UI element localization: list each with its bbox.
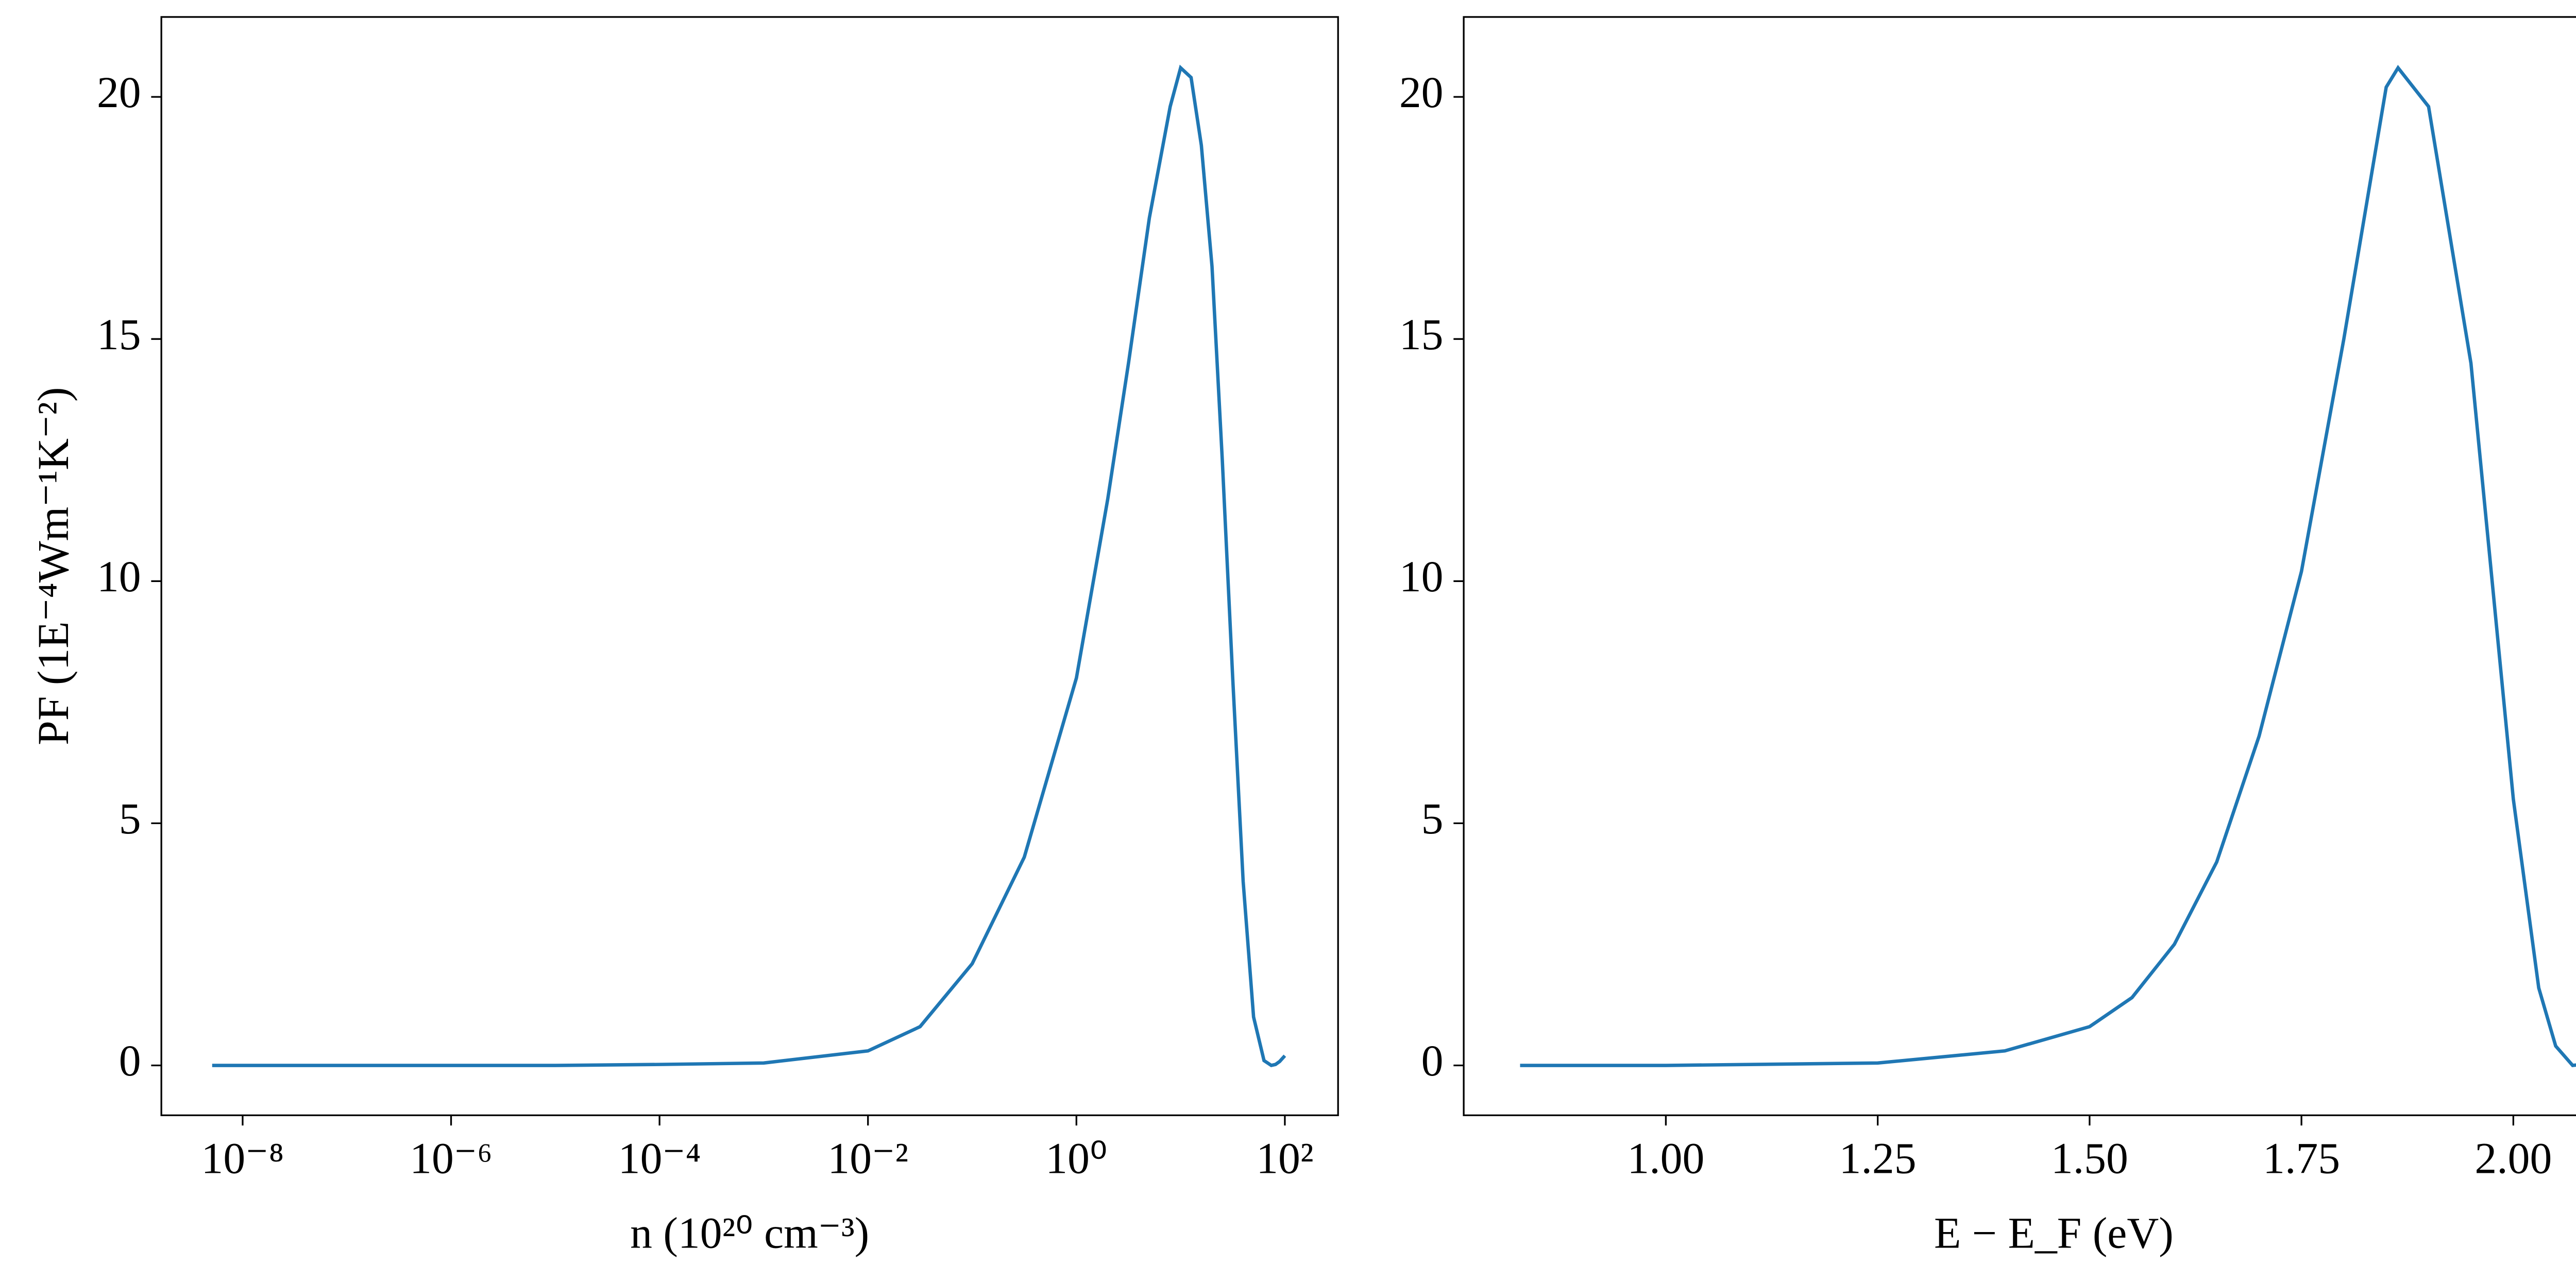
y-tick-label: 15 — [97, 310, 141, 359]
x-tick-label: 1.50 — [2051, 1134, 2128, 1183]
y-tick-label: 10 — [97, 552, 141, 601]
data-line — [212, 64, 1286, 1068]
y-tick-label: 20 — [97, 68, 141, 117]
y-tick-label: 15 — [1399, 310, 1444, 359]
x-axis-label: E − E_F (eV) — [1934, 1208, 2174, 1257]
plot-frame — [160, 16, 1339, 1116]
x-axis-label: n (10²⁰ cm⁻³) — [630, 1208, 869, 1257]
y-tick-label: 5 — [1421, 794, 1444, 843]
x-tick-label: 1.25 — [1839, 1134, 1917, 1183]
y-axis-label: PF (1E⁻⁴Wm⁻¹K⁻²) — [29, 387, 78, 745]
x-tick-label: 2.00 — [2475, 1134, 2552, 1183]
plot-frame — [1463, 16, 2576, 1116]
y-tick-label: 0 — [119, 1036, 141, 1085]
x-tick-label: 10⁻⁴ — [618, 1134, 701, 1183]
y-tick-label: 20 — [1399, 68, 1444, 117]
x-tick-label: 1.75 — [2263, 1134, 2340, 1183]
y-tick-label: 10 — [1399, 552, 1444, 601]
y-tick-label: 0 — [1421, 1036, 1444, 1085]
x-tick-label: 10⁻⁶ — [410, 1134, 493, 1183]
x-tick-label: 1.00 — [1627, 1134, 1704, 1183]
x-tick-label: 10⁰ — [1045, 1134, 1107, 1183]
x-tick-label: 10² — [1256, 1134, 1313, 1183]
data-line — [1520, 64, 2576, 1067]
y-tick-label: 5 — [119, 794, 141, 843]
x-tick-label: 10⁻² — [827, 1134, 908, 1183]
x-tick-label: 10⁻⁸ — [201, 1134, 284, 1183]
